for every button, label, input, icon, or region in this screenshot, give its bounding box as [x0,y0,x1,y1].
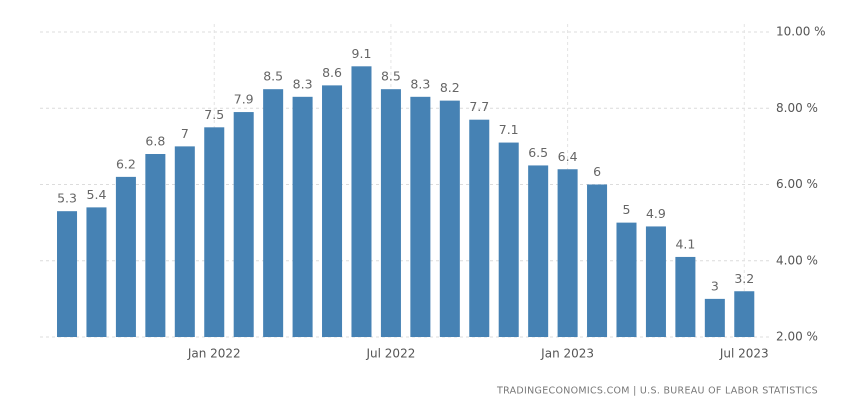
value-label: 6.2 [116,156,136,171]
bar [675,256,696,337]
bar [204,127,225,337]
source: TRADINGECONOMICS.COM | U.S. BUREAU OF LA… [496,386,818,397]
value-label: 3 [711,278,719,293]
bar [380,89,401,337]
value-label: 4.1 [675,236,695,251]
value-label: 3.2 [734,271,754,286]
bar [233,112,254,337]
bar [557,169,578,337]
bar [616,222,637,337]
bar [498,142,519,337]
value-label: 7.9 [234,92,254,107]
bar [174,146,195,337]
value-label: 8.5 [263,69,283,84]
value-label: 7.5 [204,107,224,122]
bar [292,96,313,337]
bar [322,85,343,337]
bar [587,184,608,337]
bar [145,154,166,337]
x-tick-label: Jul 2022 [366,347,416,361]
value-label: 9.1 [352,46,372,61]
y-tick-label: 10.00 % [776,25,826,39]
value-label: 6.5 [528,145,548,160]
value-label: 8.5 [381,69,401,84]
value-label: 5 [623,202,631,217]
bar [263,89,284,337]
value-label: 7.1 [499,122,519,137]
bar [704,298,725,337]
value-label: 6 [593,164,601,179]
bar [86,207,107,337]
x-tick-label: Jan 2023 [540,347,594,361]
x-tick-label: Jan 2022 [187,347,241,361]
value-label: 8.3 [293,76,313,91]
bar [734,291,755,337]
bar [115,176,136,337]
value-label: 6.8 [145,134,165,149]
y-tick-label: 4.00 % [776,253,818,267]
value-label: 8.2 [440,80,460,95]
bar [645,226,666,337]
y-tick-label: 6.00 % [776,177,818,191]
value-label: 5.3 [57,191,77,206]
x-tick-label: Jul 2023 [719,347,769,361]
value-label: 6.4 [558,149,578,164]
bar [57,211,78,337]
value-label: 8.3 [410,76,430,91]
bar [351,66,372,337]
value-label: 7 [181,126,189,141]
value-label: 7.7 [469,99,489,114]
y-tick-label: 8.00 % [776,101,818,115]
value-label: 8.6 [322,65,342,80]
bar [410,96,431,337]
value-label: 4.9 [646,206,666,221]
y-tick-label: 2.00 % [776,330,818,344]
bar [469,119,490,337]
value-label: 5.4 [87,187,107,202]
bar [439,100,460,337]
bar [528,165,549,337]
